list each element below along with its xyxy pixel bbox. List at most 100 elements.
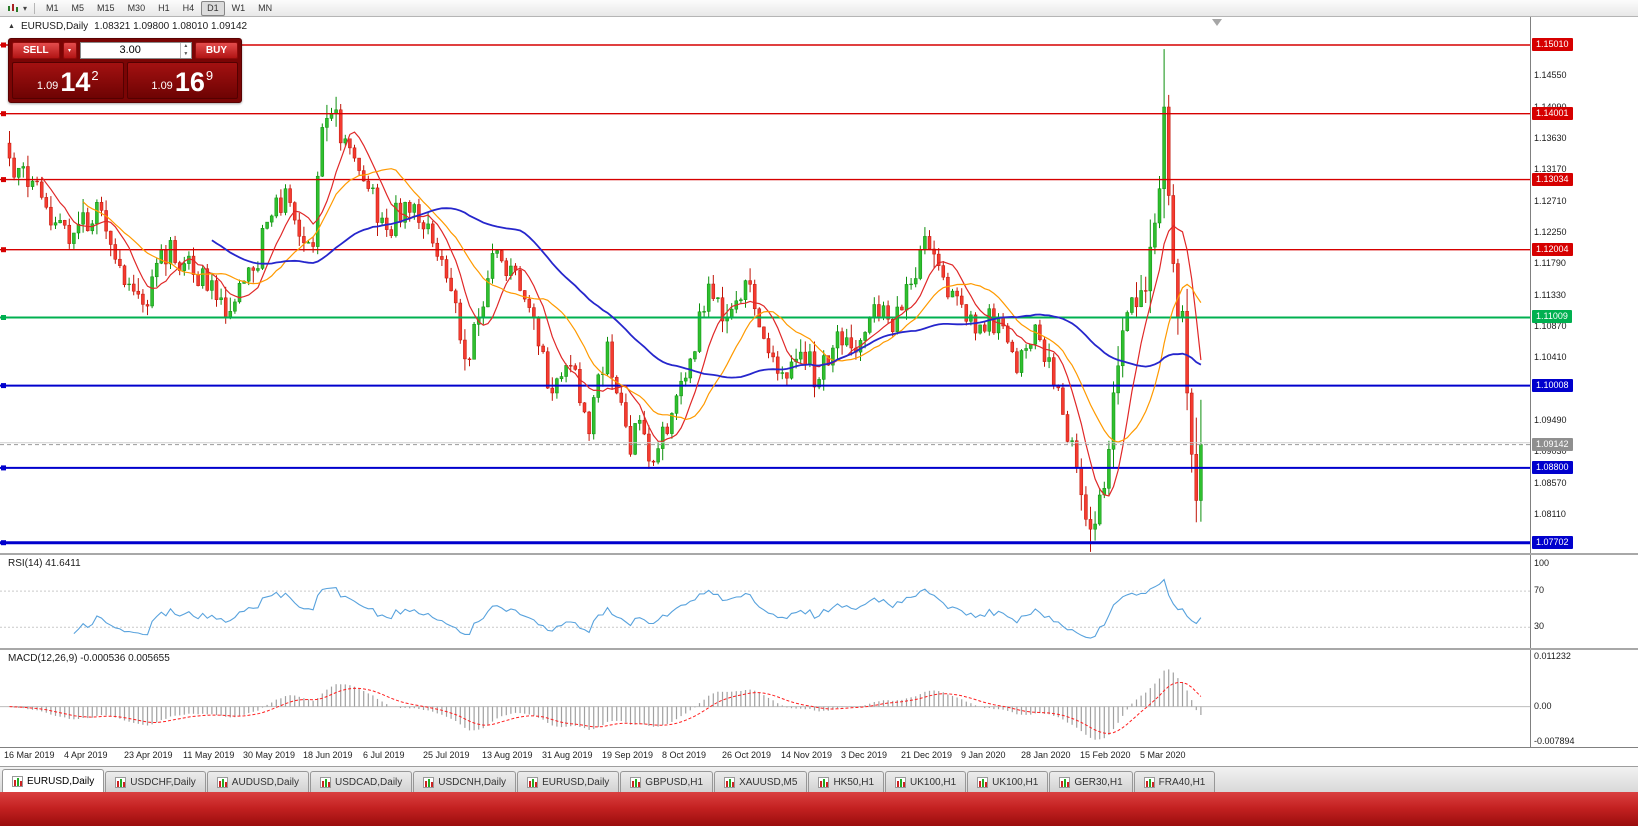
- tab-label: FRA40,H1: [1158, 776, 1206, 788]
- price-tick-label: 1.08110: [1534, 509, 1566, 519]
- date-label: 26 Oct 2019: [722, 750, 772, 760]
- timeframe-button-d1[interactable]: D1: [201, 0, 225, 16]
- volume-stepper[interactable]: ▲ ▼: [179, 43, 191, 58]
- level-price-label: 1.12004: [1532, 243, 1573, 256]
- tab-label: HK50,H1: [833, 776, 875, 788]
- price-tick-label: 1.12710: [1534, 196, 1567, 206]
- trade-panel-price-row: 1.09 14 2 1.09 16 9: [12, 62, 238, 99]
- price-tick-label: 1.10410: [1534, 352, 1567, 362]
- symbol-title: EURUSD,Daily: [20, 21, 89, 32]
- chart-tabs: EURUSD,Daily USDCHF,Daily AUDUSD,Daily USDC…: [2, 769, 1216, 792]
- chart-tab-uk100-h1[interactable]: UK100,H1: [967, 771, 1049, 792]
- macd-indicator-canvas[interactable]: [0, 650, 1530, 745]
- chart-tab-fra40-h1[interactable]: FRA40,H1: [1133, 771, 1216, 792]
- bid-price-label: 1.09142: [1532, 438, 1573, 451]
- date-label: 25 Jul 2019: [423, 750, 470, 760]
- price-chart-canvas[interactable]: [0, 17, 1530, 553]
- level-price-label: 1.15010: [1532, 38, 1573, 51]
- chart-tab-eurusd-daily[interactable]: EURUSD,Daily: [517, 771, 620, 792]
- buy-price-big: 16: [174, 67, 205, 97]
- date-label: 30 May 2019: [243, 750, 296, 760]
- chart-tab-uk100-h1[interactable]: UK100,H1: [885, 771, 967, 792]
- buy-price-button[interactable]: 1.09 16 9: [126, 62, 238, 99]
- price-tick-label: 1.14550: [1534, 70, 1567, 80]
- chart-tab-usdcad-daily[interactable]: USDCAD,Daily: [310, 771, 413, 792]
- date-label: 6 Jul 2019: [363, 750, 405, 760]
- chart-tab-eurusd-daily[interactable]: EURUSD,Daily: [2, 769, 105, 792]
- level-price-label: 1.08800: [1532, 461, 1573, 474]
- timeframe-button-m1[interactable]: M1: [46, 2, 59, 13]
- mini-chart-icon: [977, 776, 989, 788]
- date-label: 18 Jun 2019: [303, 750, 353, 760]
- timeframe-button-m5[interactable]: M5: [71, 2, 85, 13]
- chart-type-icon[interactable]: [5, 1, 21, 15]
- price-tick-label: 1.11790: [1534, 258, 1566, 268]
- timeframe-button-m30[interactable]: M30: [127, 2, 146, 13]
- rsi-tick-label: 30: [1534, 621, 1545, 631]
- volume-up-icon[interactable]: ▲: [183, 43, 189, 49]
- volume-input[interactable]: 3.00 ▲ ▼: [79, 42, 192, 59]
- price-axis[interactable]: 1.145501.140901.136301.131701.127101.122…: [1530, 17, 1638, 763]
- price-tick-label: 1.13170: [1534, 164, 1567, 174]
- price-shift-marker[interactable]: [1212, 19, 1222, 26]
- volume-down-icon[interactable]: ▼: [183, 50, 189, 57]
- sell-price-button[interactable]: 1.09 14 2: [12, 62, 124, 99]
- sell-button[interactable]: SELL: [12, 42, 60, 59]
- timeframe-button-w1[interactable]: W1: [231, 2, 246, 13]
- symbol-arrow-icon: ▲: [8, 23, 15, 30]
- chart-tab-audusd-daily[interactable]: AUDUSD,Daily: [206, 771, 310, 792]
- macd-indicator-label: MACD(12,26,9) -0.000536 0.005655: [8, 653, 170, 664]
- toolbar-separator: [34, 2, 36, 14]
- chart-tab-gbpusd-h1[interactable]: GBPUSD,H1: [620, 771, 714, 792]
- timeframe-buttons: M1 M5 M15 M30 H1 H4 D1 W1 MN: [40, 0, 278, 16]
- date-label: 21 Dec 2019: [901, 750, 953, 760]
- chart-type-caret-icon[interactable]: ▾: [23, 3, 28, 13]
- date-label: 4 Apr 2019: [64, 750, 108, 760]
- mini-chart-icon: [1059, 776, 1071, 788]
- macd-tick-label: 0.011232: [1534, 651, 1571, 661]
- chart-tab-xauusd-m5[interactable]: XAUUSD,M5: [714, 771, 808, 792]
- timeframe-button-m15[interactable]: M15: [97, 2, 115, 13]
- tab-label: XAUUSD,M5: [739, 776, 798, 788]
- mini-chart-icon: [527, 776, 539, 788]
- rsi-indicator-canvas[interactable]: [0, 555, 1530, 647]
- chart-tab-usdcnh-daily[interactable]: USDCNH,Daily: [413, 771, 517, 792]
- tab-label: UK100,H1: [910, 776, 957, 788]
- chart-header: ▲ EURUSD,Daily 1.08321 1.09800 1.08010 1…: [8, 21, 247, 32]
- trade-panel-top-row: SELL ▾ 3.00 ▲ ▼ BUY: [12, 42, 238, 59]
- date-label: 16 Mar 2019: [4, 750, 55, 760]
- macd-tick-label: -0.007894: [1534, 736, 1575, 746]
- chart-tab-hk50-h1[interactable]: HK50,H1: [808, 771, 885, 792]
- tab-label: GER30,H1: [1074, 776, 1123, 788]
- price-tick-label: 1.09490: [1534, 415, 1567, 425]
- sell-caret-icon[interactable]: ▾: [62, 42, 77, 59]
- bottom-red-strip: [0, 792, 1638, 826]
- one-click-trading-panel: SELL ▾ 3.00 ▲ ▼ BUY 1.09 14 2 1.09 16 9: [8, 38, 242, 103]
- mini-chart-icon: [12, 775, 23, 787]
- timeframe-button-h1[interactable]: H1: [158, 2, 170, 13]
- macd-tick-label: 0.00: [1534, 701, 1552, 711]
- mini-chart-icon: [818, 776, 830, 788]
- rsi-tick-label: 70: [1534, 585, 1545, 595]
- price-tick-label: 1.13630: [1534, 133, 1567, 143]
- ohlc-values: 1.08321 1.09800 1.08010 1.09142: [94, 21, 248, 32]
- rsi-tick-label: 100: [1534, 558, 1550, 568]
- panel-splitter[interactable]: [0, 553, 1638, 555]
- date-label: 13 Aug 2019: [482, 750, 533, 760]
- rsi-indicator-label: RSI(14) 41.6411: [8, 558, 81, 569]
- mini-chart-icon: [320, 776, 332, 788]
- buy-button[interactable]: BUY: [194, 42, 238, 59]
- price-tick-label: 1.09030: [1534, 446, 1567, 456]
- panel-splitter[interactable]: [0, 648, 1638, 650]
- chart-tab-ger30-h1[interactable]: GER30,H1: [1049, 771, 1133, 792]
- mini-chart-icon: [115, 776, 127, 788]
- date-label: 15 Feb 2020: [1080, 750, 1131, 760]
- time-axis[interactable]: 16 Mar 2019 4 Apr 2019 23 Apr 2019 11 May 2…: [0, 747, 1638, 763]
- buy-price-prefix: 1.09: [151, 80, 173, 92]
- mini-chart-icon: [216, 776, 228, 788]
- timeframe-button-mn[interactable]: MN: [258, 2, 273, 13]
- level-price-label: 1.07702: [1532, 536, 1573, 549]
- mini-chart-icon: [895, 776, 907, 788]
- timeframe-button-h4[interactable]: H4: [182, 2, 195, 13]
- chart-tab-usdchf-daily[interactable]: USDCHF,Daily: [105, 771, 206, 792]
